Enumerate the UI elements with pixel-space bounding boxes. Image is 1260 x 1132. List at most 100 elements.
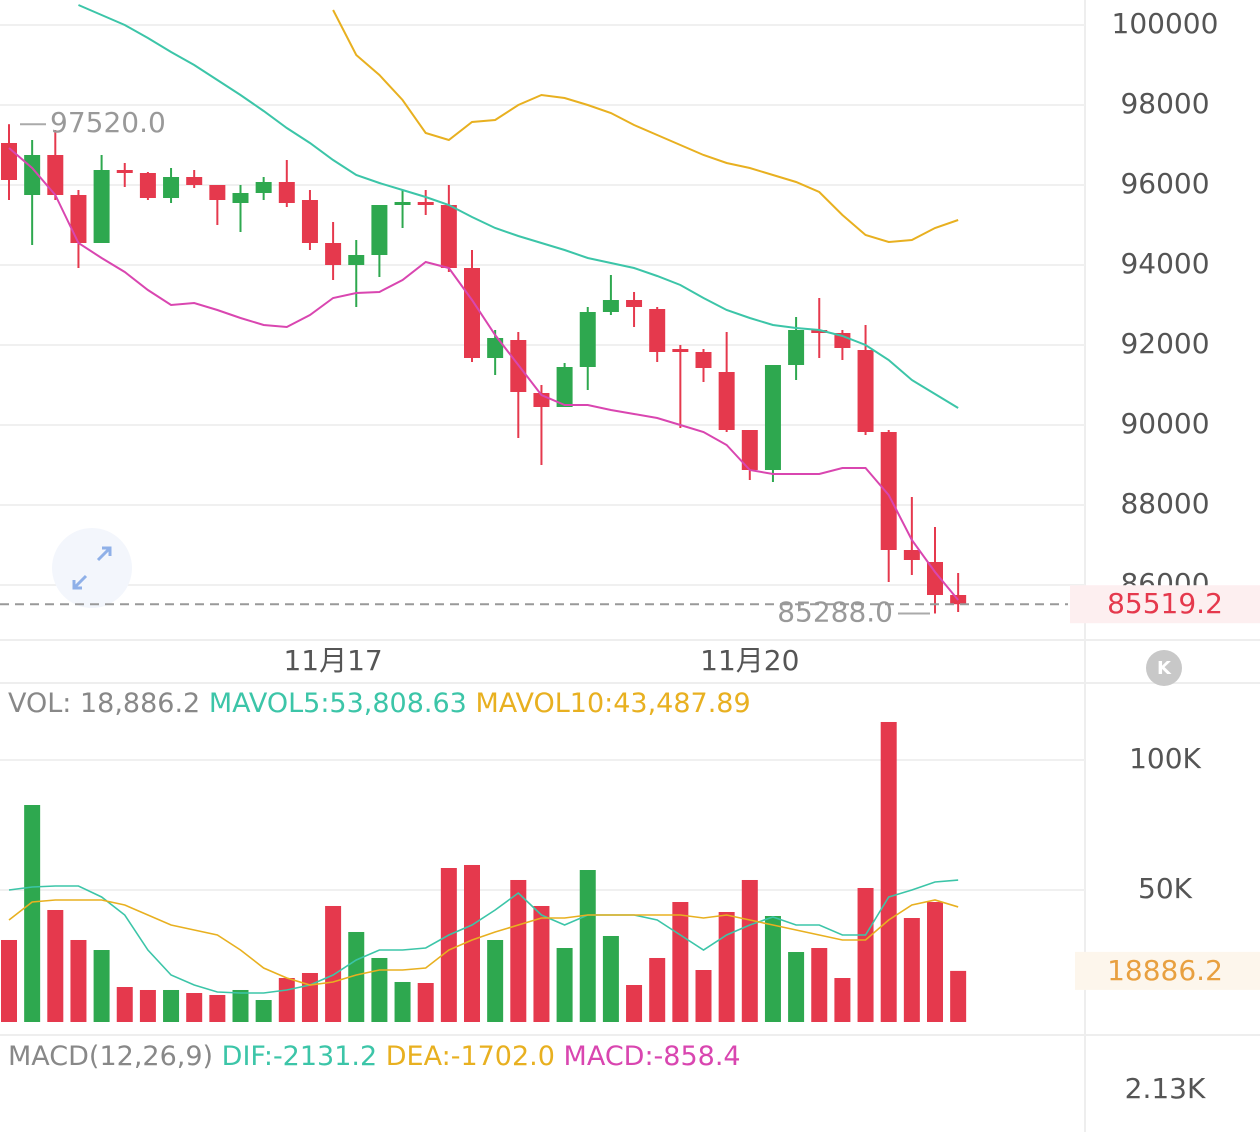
y-tick-label: 90000 xyxy=(1120,407,1209,440)
y-tick-label: 88000 xyxy=(1120,487,1209,520)
last-volume-label: 18886.2 xyxy=(1107,954,1223,987)
volume-bar xyxy=(741,879,758,1022)
x-tick-label: 11月17 xyxy=(283,644,382,677)
volume-bar xyxy=(93,950,110,1022)
volume-bar xyxy=(811,948,828,1022)
volume-bar xyxy=(116,987,133,1022)
volume-bar xyxy=(857,887,874,1022)
macd-tick-label: 2.13K xyxy=(1125,1072,1206,1105)
y-tick-label: 100K xyxy=(1129,742,1201,775)
volume-bar xyxy=(186,993,203,1022)
ma-line xyxy=(78,4,959,409)
volume-bar xyxy=(834,978,851,1022)
expand-icon[interactable] xyxy=(52,528,132,608)
candle-body xyxy=(47,155,64,195)
x-tick-label: 11月20 xyxy=(700,644,799,677)
candle-body xyxy=(857,350,874,432)
volume-bar xyxy=(394,981,411,1022)
k-icon[interactable]: K xyxy=(1157,658,1172,679)
candle-body xyxy=(695,352,712,368)
candle-body xyxy=(394,202,411,205)
ma-line xyxy=(332,9,959,244)
candle-body xyxy=(788,330,805,365)
volume-bar xyxy=(301,972,318,1022)
candle-body xyxy=(811,330,828,333)
high-label: 97520.0 xyxy=(50,106,166,139)
candle-body xyxy=(464,268,480,358)
candle-body xyxy=(903,550,920,560)
volume-bar xyxy=(209,994,226,1022)
candle-body xyxy=(255,182,272,193)
candle-body xyxy=(186,177,203,185)
low-label: 85288.0 xyxy=(777,595,893,628)
volume-bar xyxy=(232,989,249,1022)
candle-body xyxy=(672,349,689,352)
volume-bar xyxy=(672,902,689,1022)
candle-body xyxy=(487,338,504,358)
volume-bar xyxy=(927,902,943,1022)
last-volume-box xyxy=(1075,951,1260,990)
legend-text: DIF:-2131.2 xyxy=(222,1041,378,1072)
volume-bar xyxy=(24,805,41,1022)
candle-body xyxy=(602,300,619,312)
candle-body xyxy=(741,430,758,470)
volume-bar xyxy=(602,935,619,1022)
ma-line xyxy=(8,147,959,601)
volume-bar xyxy=(1,939,17,1022)
volume-bar xyxy=(139,989,156,1022)
volume-bar xyxy=(464,864,480,1022)
candle-body xyxy=(579,312,596,367)
k-bg[interactable] xyxy=(1146,650,1182,686)
candle-body xyxy=(139,173,156,198)
candle-body xyxy=(417,202,434,205)
macd-legend: MACD(12,26,9) DIF:-2131.2 DEA:-1702.0 MA… xyxy=(8,1041,741,1072)
candle-body xyxy=(163,177,180,198)
volume-bar xyxy=(348,931,365,1022)
volume-bar xyxy=(788,952,805,1022)
legend-text: MACD:-858.4 xyxy=(564,1041,741,1072)
candle-body xyxy=(764,365,781,470)
volume-bar xyxy=(440,868,457,1022)
candle-body xyxy=(371,205,388,255)
y-tick-label: 96000 xyxy=(1120,167,1209,200)
volume-bar xyxy=(695,970,712,1022)
candle-body xyxy=(556,367,573,407)
expand-arrows[interactable] xyxy=(72,546,112,590)
candle-body xyxy=(232,193,249,203)
expand-bg[interactable] xyxy=(52,528,132,608)
last-price-box xyxy=(1070,585,1260,624)
y-tick-label: 92000 xyxy=(1120,327,1209,360)
k-button[interactable]: K xyxy=(1146,650,1182,686)
volume-bar xyxy=(47,909,64,1022)
volume-bar xyxy=(880,721,897,1022)
y-tick-label: 98000 xyxy=(1120,87,1209,120)
candle-body xyxy=(70,195,87,243)
volume-bar xyxy=(764,916,781,1022)
candle-body xyxy=(718,372,735,430)
y-tick-label: 94000 xyxy=(1120,247,1209,280)
volume-bar xyxy=(510,879,527,1022)
volume-bar xyxy=(487,939,504,1022)
candle-body xyxy=(348,255,365,265)
volume-bar xyxy=(903,918,920,1022)
legend-text: MAVOL5:53,808.63 xyxy=(209,688,467,719)
volume-bar xyxy=(718,911,735,1022)
candle-body xyxy=(440,205,457,268)
volume-bar xyxy=(626,985,643,1022)
volume-bar xyxy=(556,948,573,1022)
volume-bar xyxy=(278,978,295,1022)
volume-bar xyxy=(417,983,434,1022)
volume-bar xyxy=(579,870,596,1022)
ma-line xyxy=(8,899,959,986)
candle-body xyxy=(301,200,318,243)
volume-bar xyxy=(533,905,550,1022)
y-tick-label: 50K xyxy=(1138,872,1193,905)
legend-text: MAVOL10:43,487.89 xyxy=(475,688,750,719)
candle-body xyxy=(325,243,342,265)
volume-bar xyxy=(70,939,87,1022)
candle-body xyxy=(880,432,897,550)
volume-bar xyxy=(325,905,342,1022)
volume-bar xyxy=(163,989,180,1022)
